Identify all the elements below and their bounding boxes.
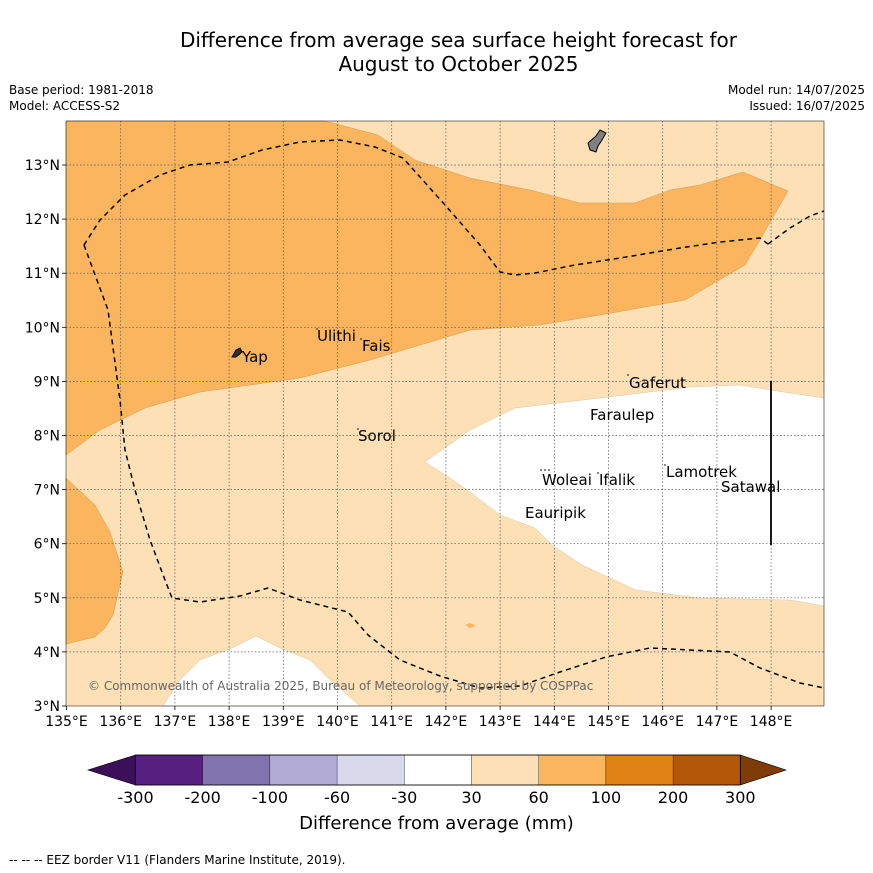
island-dots [316, 328, 666, 474]
lon-label: 137°E [154, 714, 197, 730]
meta-left: Base period: 1981-2018 Model: ACCESS-S2 [9, 82, 154, 114]
lat-label: 10°N [25, 320, 60, 336]
lat-label: 13°N [25, 158, 60, 174]
colorbar-tick-label: -30 [391, 788, 418, 807]
lat-label: 4°N [34, 645, 60, 661]
colorbar-tick-label: -60 [324, 788, 351, 807]
lon-label: 141°E [370, 714, 413, 730]
island-guam-shape [587, 129, 607, 153]
meta-right: Model run: 14/07/2025 Issued: 16/07/2025 [728, 82, 865, 114]
colorbar-tick-label: -300 [117, 788, 154, 807]
colorbar-segment [471, 754, 539, 786]
model-run: Model run: 14/07/2025 [727, 83, 865, 97]
anomaly-60-100-north [65, 120, 789, 456]
anomaly-60-100-west [65, 477, 124, 645]
lon-label: 145°E [587, 714, 630, 730]
colorbar-extend-low [87, 754, 136, 786]
lat-label: 11°N [25, 266, 60, 282]
lat-label: 7°N [34, 483, 60, 499]
lat-label: 12°N [25, 212, 60, 228]
lon-label: 143°E [479, 714, 522, 730]
place-ifalik: Ifalik [599, 471, 635, 489]
lon-label: 139°E [262, 714, 305, 730]
colorbar-segment [269, 754, 338, 786]
place-woleai: Woleai [542, 471, 592, 489]
colorbar-tick-label: 100 [590, 788, 622, 807]
place-satawal: Satawal [721, 478, 780, 496]
map-frame [65, 120, 825, 707]
colorbar-segment [202, 754, 271, 786]
lon-label: 138°E [208, 714, 251, 730]
title-line-1: Difference from average sea surface heig… [179, 28, 738, 52]
place-lamotrek: Lamotrek [666, 463, 737, 481]
gridlines [66, 121, 824, 706]
place-yap: Yap [241, 348, 268, 366]
eez-border-east [767, 210, 825, 245]
lon-label: 144°E [533, 714, 576, 730]
lon-label: 147°E [696, 714, 739, 730]
longitude-labels: 135°E 136°E 137°E 138°E 139°E 140°E 141°E 142°E… [45, 706, 792, 730]
anomaly-neutral-east [424, 384, 825, 607]
colorbar [87, 754, 787, 786]
colorbar-segment [404, 754, 472, 786]
map-title: Difference from average sea surface heig… [0, 28, 873, 76]
place-faraulep: Faraulep [590, 406, 654, 424]
colorbar-tick-label: 300 [725, 788, 756, 807]
eez-border-west [83, 244, 825, 689]
colorbar-segment [605, 754, 674, 786]
place-eauripik: Eauripik [525, 504, 586, 522]
lat-label: 9°N [34, 374, 60, 390]
lon-label: 146°E [641, 714, 684, 730]
colorbar-title: Difference from average (mm) [299, 813, 574, 834]
lat-label: 3°N [34, 699, 60, 715]
anomaly-speck [465, 623, 476, 628]
lat-label: 8°N [34, 429, 60, 445]
colorbar-tick-label: -200 [184, 788, 221, 807]
issued-date: Issued: 16/07/2025 [749, 99, 865, 113]
eez-border-main [83, 139, 769, 276]
lon-label: 142°E [425, 714, 468, 730]
lat-label: 5°N [34, 591, 60, 607]
place-sorol: Sorol [358, 427, 396, 445]
lat-label: 6°N [34, 537, 60, 553]
place-ulithi: Ulithi [317, 327, 356, 345]
latitude-labels: 3°N 4°N 5°N 6°N 7°N 8°N 9°N 10°N 11°N 12°N 13°N [25, 158, 66, 715]
model-name: Model: ACCESS-S2 [9, 99, 121, 113]
base-period: Base period: 1981-2018 [9, 83, 154, 97]
anomaly-neutral-south [162, 635, 361, 707]
lon-label: 135°E [45, 714, 88, 730]
colorbar-tick-label: 200 [657, 788, 689, 807]
colorbar-segment [538, 754, 607, 786]
place-gaferut: Gaferut [629, 374, 686, 392]
title-line-2: August to October 2025 [338, 52, 579, 76]
lon-label: 140°E [316, 714, 359, 730]
lon-label: 136°E [99, 714, 142, 730]
colorbar-outline [135, 754, 741, 786]
island-yap-shape [231, 347, 243, 358]
place-fais: Fais [362, 337, 391, 355]
colorbar-extend-high [739, 754, 787, 786]
colorbar-tick-label: 30 [461, 788, 482, 807]
colorbar-tick-label: -100 [251, 788, 289, 807]
eez-footnote: -- -- -- EEZ border V11 (Flanders Marine… [9, 853, 346, 867]
lon-label: 148°E [750, 714, 793, 730]
colorbar-segment [135, 754, 203, 786]
colorbar-segment [672, 754, 741, 786]
colorbar-tick-label: 60 [528, 788, 549, 807]
colorbar-segment [336, 754, 405, 786]
copyright-note: © Commonwealth of Australia 2025, Bureau… [88, 679, 593, 693]
